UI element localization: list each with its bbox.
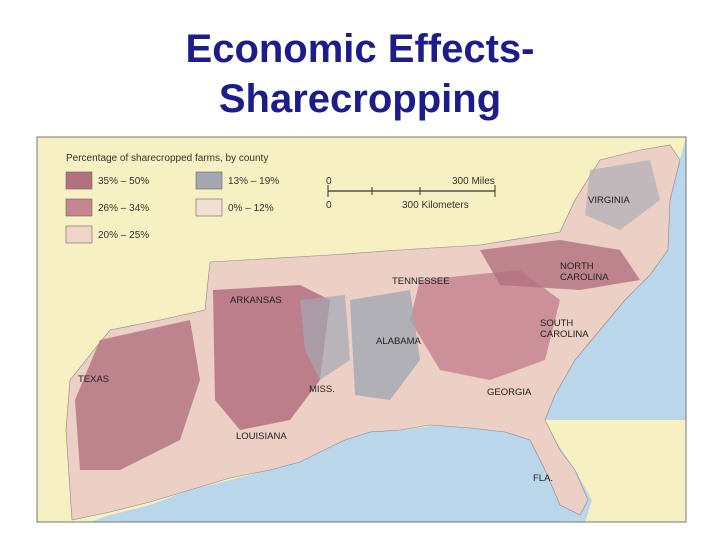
county-cluster: [350, 290, 420, 400]
state-label: VIRGINIA: [588, 195, 630, 206]
county-cluster: [300, 295, 350, 380]
county-cluster: [213, 285, 330, 430]
state-label: LOUISIANA: [236, 431, 287, 442]
legend-label: 0% – 12%: [228, 203, 274, 214]
map: [36, 136, 687, 523]
title-line: Sharecropping: [219, 77, 501, 121]
legend-swatch: [65, 225, 93, 244]
scale-label: 0: [326, 176, 332, 187]
legend-title: Percentage of sharecropped farms, by cou…: [66, 153, 268, 164]
legend-swatch: [65, 171, 93, 190]
legend-swatch: [195, 198, 223, 217]
legend-swatch: [65, 198, 93, 217]
legend-label: 35% – 50%: [98, 176, 149, 187]
legend: Percentage of sharecropped farms, by cou…: [65, 153, 279, 244]
legend-swatch: [195, 171, 223, 190]
state-label: GEORGIA: [487, 387, 532, 398]
state-label: SOUTH: [540, 318, 573, 329]
county-cluster: [585, 160, 660, 230]
state-labels: VIRGINIANORTHCAROLINATENNESSEEARKANSASSO…: [78, 195, 630, 484]
state-label: ARKANSAS: [230, 295, 282, 306]
state-label: ALABAMA: [376, 336, 422, 347]
state-label: TEXAS: [78, 374, 109, 385]
state-label: FLA.: [533, 473, 553, 484]
scale-label: 300 Kilometers: [402, 200, 469, 211]
legend-label: 13% – 19%: [228, 176, 279, 187]
legend-label: 26% – 34%: [98, 203, 149, 214]
state-label: NORTH: [560, 261, 594, 272]
state-label: CAROLINA: [560, 272, 609, 283]
scale-label: 300 Miles: [452, 176, 495, 187]
county-cluster: [480, 240, 640, 290]
state-label: TENNESSEE: [392, 276, 450, 287]
county-cluster: [410, 270, 560, 380]
title-line: Economic Effects-: [186, 27, 535, 71]
scale-bar: 0 300 Miles 0 300 Kilometers: [326, 176, 496, 211]
state-label: MISS.: [309, 384, 335, 395]
county-cluster: [75, 320, 200, 470]
state-label: CAROLINA: [540, 329, 589, 340]
map-border: [36, 136, 687, 523]
legend-label: 20% – 25%: [98, 230, 149, 241]
scale-label: 0: [326, 200, 332, 211]
